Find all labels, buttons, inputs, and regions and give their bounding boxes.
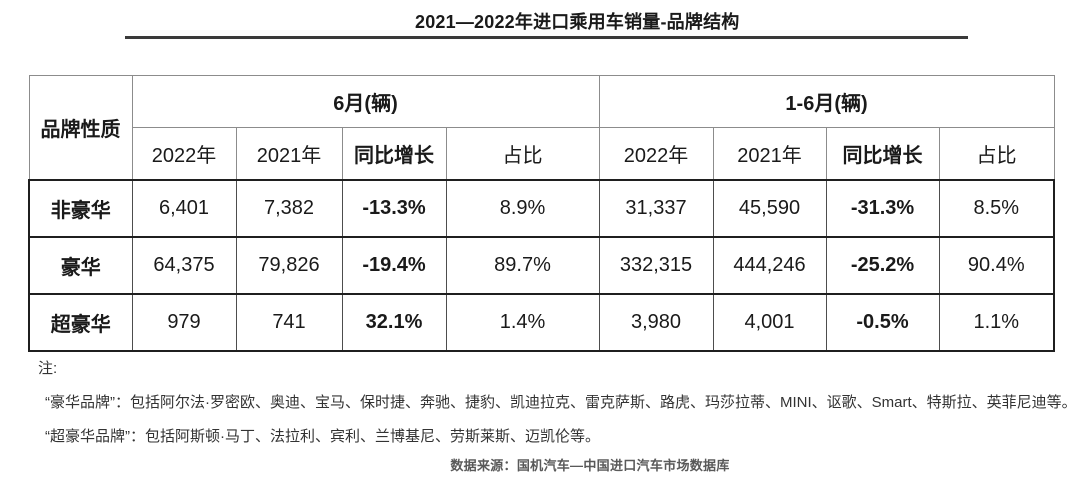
cell-june-share: 8.9% [445,178,600,238]
subheader-h1-yoy: 同比增长 [825,127,940,180]
table-header-group-row: 品牌性质 6月(辆) 1-6月(辆) [28,75,1055,180]
corner-header-brand-class: 品牌性质 [28,75,133,180]
cell-june-2021: 741 [235,292,343,352]
cell-june-2022: 979 [131,292,237,352]
cell-h1-share: 90.4% [938,235,1056,295]
cell-june-yoy: -19.4% [341,235,447,295]
cell-h1-yoy: -0.5% [825,292,940,352]
subheader-h1-2022: 2022年 [598,127,714,180]
cell-june-2022: 6,401 [131,178,237,238]
row-label: 豪华 [28,235,133,295]
notes-label: 注: [38,360,58,377]
note-luxury-brands: “豪华品牌”：包括阿尔法·罗密欧、奥迪、宝马、保时捷、奔驰、捷豹、凯迪拉克、雷克… [45,394,1077,411]
row-label: 非豪华 [28,178,133,238]
title-underline [125,36,968,39]
cell-h1-2021: 45,590 [712,178,827,238]
subheader-h1-2021: 2021年 [712,127,827,180]
subheader-june-2021: 2021年 [235,127,343,180]
cell-june-yoy: -13.3% [341,178,447,238]
cell-june-2021: 7,382 [235,178,343,238]
cell-june-yoy: 32.1% [341,292,447,352]
group-header-june: 6月(辆) [131,75,600,128]
cell-h1-2022: 3,980 [598,292,714,352]
note-super-luxury-brands: “超豪华品牌”：包括阿斯顿·马丁、法拉利、宾利、兰博基尼、劳斯莱斯、迈凯伦等。 [45,428,600,445]
subheader-june-yoy: 同比增长 [341,127,447,180]
cell-h1-2021: 444,246 [712,235,827,295]
cell-h1-2022: 332,315 [598,235,714,295]
row-label: 超豪华 [28,292,133,352]
data-source: 数据来源：国机汽车—中国进口汽车市场数据库 [450,458,730,473]
cell-h1-share: 8.5% [938,178,1056,238]
cell-june-2021: 79,826 [235,235,343,295]
sales-table: 品牌性质 6月(辆) 1-6月(辆) 2022年 2021年 同比增长 占比 2… [28,75,1056,352]
page-title: 2021—2022年进口乘用车销量-品牌结构 [415,12,740,32]
cell-h1-yoy: -31.3% [825,178,940,238]
cell-h1-yoy: -25.2% [825,235,940,295]
cell-june-share: 89.7% [445,235,600,295]
table-row-non-luxury: 非豪华 6,401 7,382 -13.3% 8.9% 31,337 45,59… [28,178,1056,238]
subheader-h1-share: 占比 [938,127,1055,180]
table-row-luxury: 豪华 64,375 79,826 -19.4% 89.7% 332,315 44… [28,235,1056,295]
group-header-jan-june: 1-6月(辆) [598,75,1055,128]
table-row-super-luxury: 超豪华 979 741 32.1% 1.4% 3,980 4,001 -0.5%… [28,292,1056,352]
footnotes: 注: “豪华品牌”：包括阿尔法·罗密欧、奥迪、宝马、保时捷、奔驰、捷豹、凯迪拉克… [38,352,1077,454]
cell-june-2022: 64,375 [131,235,237,295]
subheader-june-share: 占比 [445,127,600,180]
cell-h1-share: 1.1% [938,292,1056,352]
cell-h1-2021: 4,001 [712,292,827,352]
table-subheader-row: 2022年 2021年 同比增长 占比 2022年 2021年 同比增长 占比 [29,127,1055,180]
cell-h1-2022: 31,337 [598,178,714,238]
subheader-june-2022: 2022年 [131,127,237,180]
cell-june-share: 1.4% [445,292,600,352]
